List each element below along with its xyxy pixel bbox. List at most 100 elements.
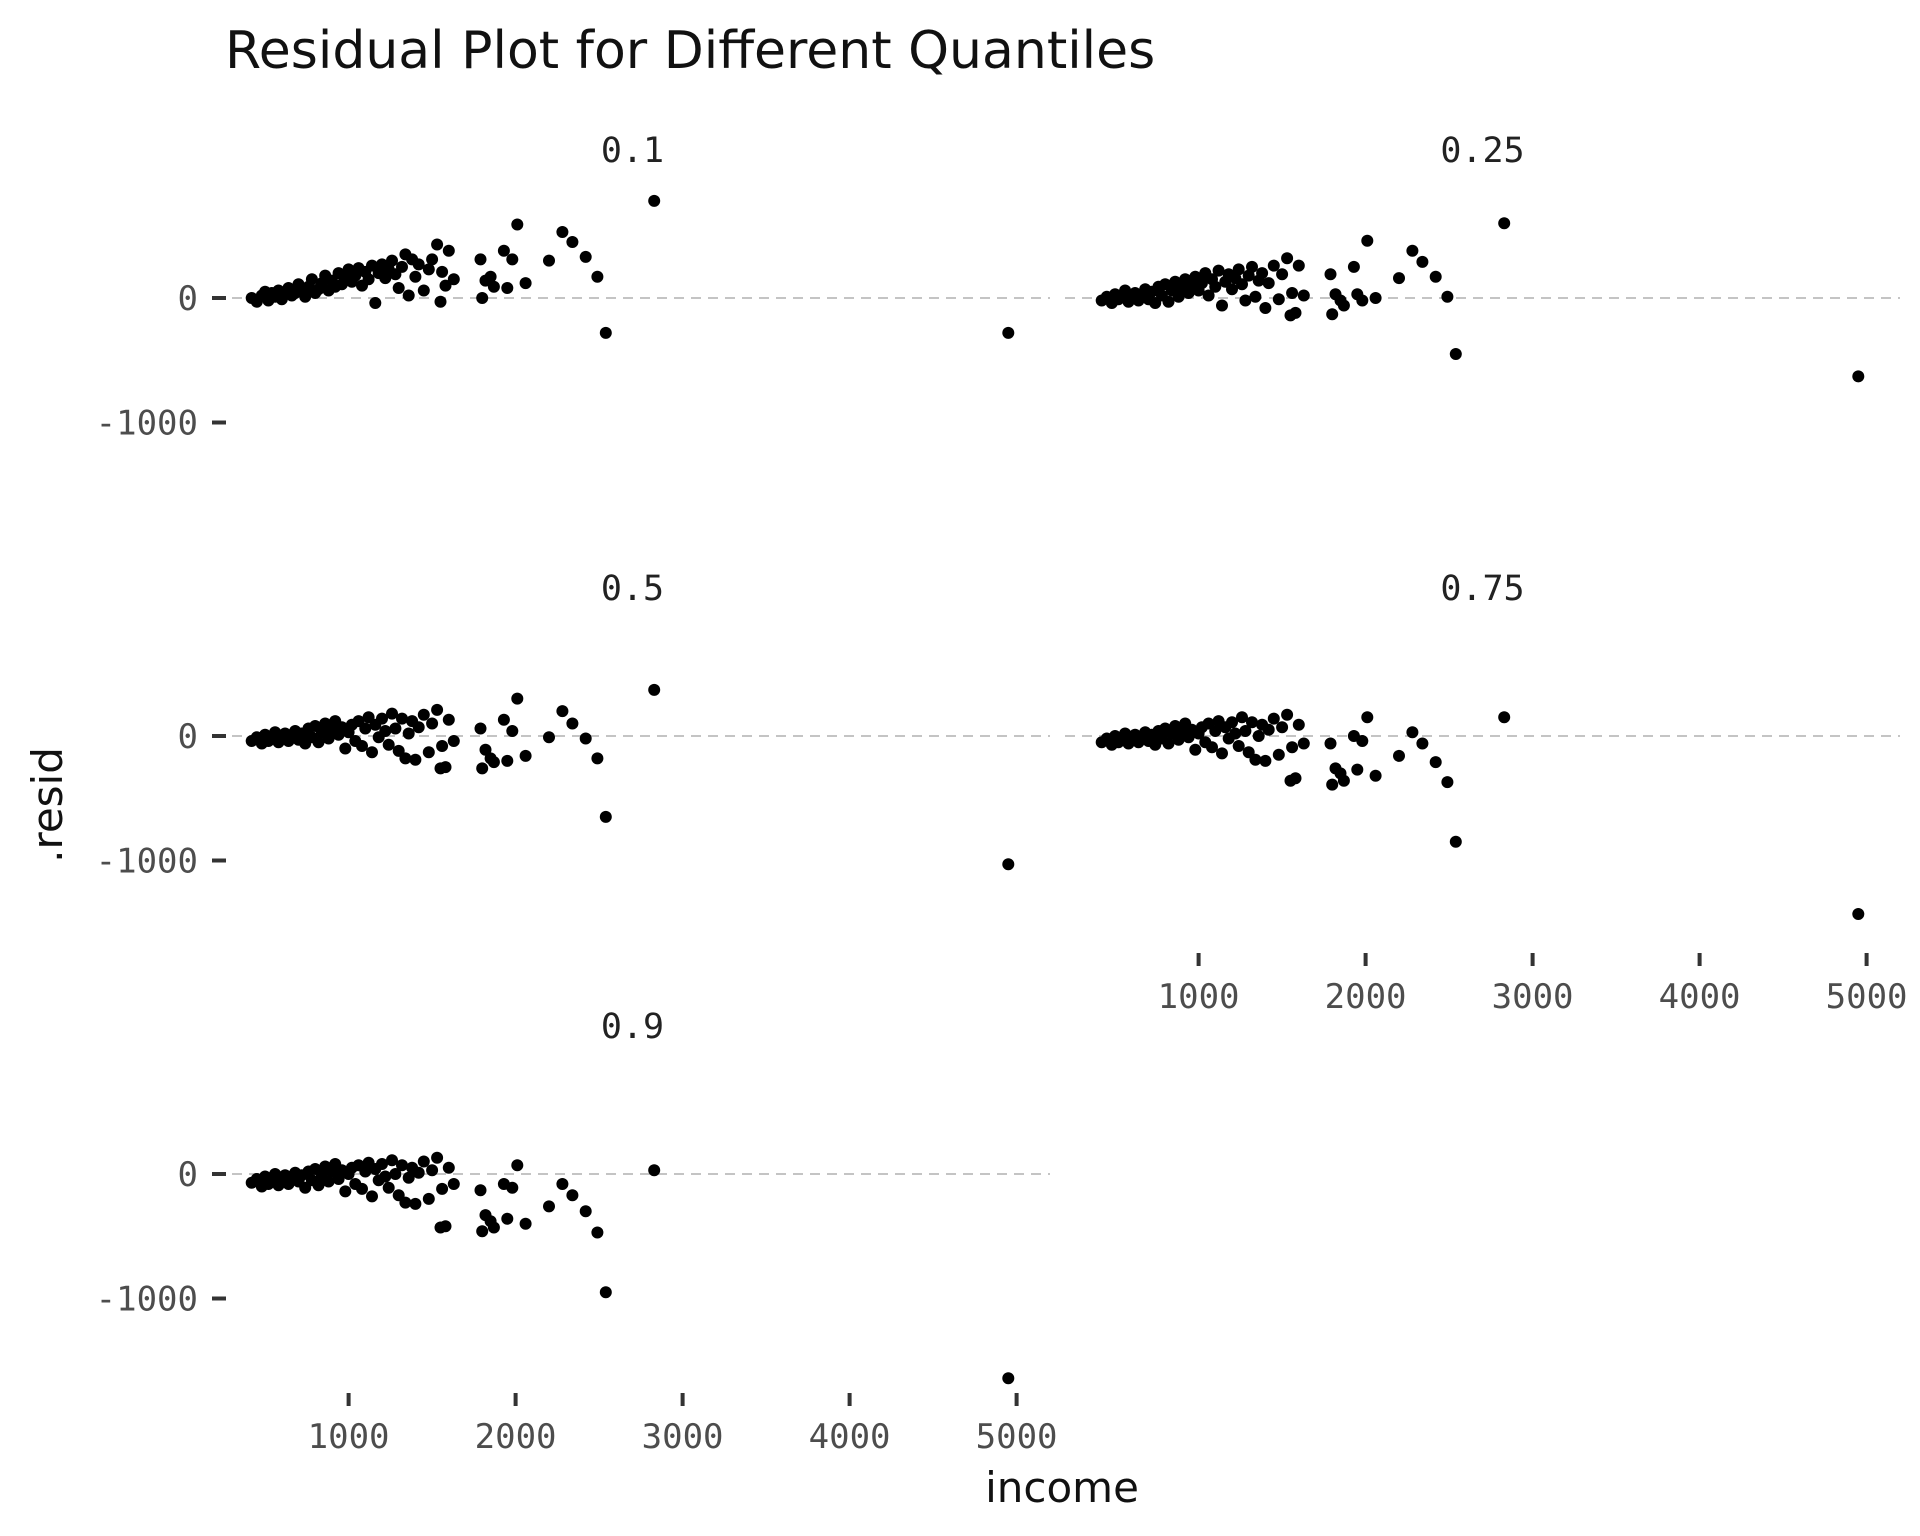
data-point [497, 713, 510, 726]
data-point [591, 270, 604, 283]
data-point [376, 1158, 388, 1170]
data-point [1216, 747, 1228, 760]
data-point [417, 1155, 430, 1168]
data-point [1272, 748, 1285, 761]
data-point [382, 1181, 395, 1194]
data-point [431, 1151, 444, 1164]
data-point [422, 1192, 435, 1205]
data-point [312, 736, 325, 749]
data-point [599, 326, 612, 339]
data-point [386, 707, 398, 720]
data-point [422, 263, 435, 276]
x-tick-label: 2000 [475, 1417, 557, 1457]
data-point [1002, 858, 1015, 871]
data-point [1232, 740, 1245, 752]
data-point [442, 244, 455, 257]
data-point [543, 731, 555, 744]
data-point [376, 712, 388, 725]
y-tick-label: -1000 [96, 1280, 198, 1320]
data-point [474, 253, 487, 266]
data-point [1249, 753, 1262, 766]
data-point [1498, 217, 1511, 230]
data-point [389, 1168, 402, 1180]
data-point [1449, 348, 1462, 360]
data-point [599, 810, 612, 823]
data-point [1276, 721, 1289, 734]
data-point [1449, 835, 1462, 848]
facet-panels: 0.1 0 -1000 0.25 0.5 0 -1000 0.75 1000 2000 3000 40… [96, 131, 1908, 1457]
data-point [566, 236, 579, 248]
data-point [556, 1178, 569, 1190]
data-point [1267, 712, 1280, 725]
data-point [1297, 737, 1310, 750]
data-point [1252, 730, 1265, 742]
data-point [1347, 260, 1360, 273]
facet-strip-label: 0.75 [1440, 569, 1524, 609]
data-point [1232, 263, 1245, 276]
data-point [511, 692, 524, 705]
data-point [1209, 725, 1222, 737]
data-point [519, 749, 532, 762]
data-point [436, 1182, 449, 1195]
data-point [1262, 277, 1275, 290]
data-point [339, 742, 352, 755]
data-point [1281, 708, 1294, 721]
data-point [1246, 260, 1258, 273]
data-point [487, 756, 500, 769]
data-point [356, 740, 368, 752]
data-point [1226, 283, 1238, 296]
data-point [1246, 716, 1258, 729]
data-point [1356, 294, 1369, 307]
data-point [442, 1161, 455, 1174]
data-point [1292, 259, 1305, 272]
data-point [1195, 277, 1208, 290]
data-point [366, 1190, 378, 1203]
data-point [1429, 756, 1442, 769]
data-point [402, 1171, 415, 1184]
data-point [476, 292, 489, 304]
y-tick-label: 0 [178, 717, 198, 757]
data-point [474, 1184, 487, 1197]
data-point [1002, 1372, 1015, 1385]
data-point [1162, 737, 1175, 750]
chart-title: Residual Plot for Different Quantiles [225, 21, 1155, 81]
data-point [566, 1189, 579, 1202]
data-point [359, 722, 372, 735]
data-point [412, 1166, 425, 1179]
facet-strip-label: 0.25 [1440, 131, 1524, 171]
data-point [1337, 774, 1350, 787]
data-point [409, 270, 422, 283]
x-axis-title: income [985, 1463, 1139, 1512]
data-point [1002, 326, 1015, 339]
data-point [386, 1154, 398, 1167]
data-point [506, 1181, 519, 1194]
data-point [409, 1197, 422, 1210]
data-point [1369, 292, 1382, 304]
data-point [519, 277, 532, 290]
data-point [1292, 718, 1305, 731]
data-point [1361, 711, 1374, 724]
data-point [476, 762, 489, 775]
data-point [1416, 737, 1429, 750]
data-point [362, 273, 375, 286]
x-tick-label: 3000 [642, 1417, 724, 1457]
data-point [1249, 290, 1262, 303]
data-point [648, 194, 661, 207]
facet-strip-label: 0.9 [601, 1007, 664, 1047]
data-point [1267, 259, 1280, 272]
facet-panel: 0.1 0 -1000 [96, 131, 1050, 444]
x-tick-label: 4000 [1659, 977, 1741, 1017]
data-point [366, 746, 378, 759]
data-point [439, 279, 452, 292]
data-point [511, 218, 524, 231]
facet-panel: 0.75 1000 2000 3000 4000 5000 [1065, 569, 1908, 1017]
data-point [436, 265, 449, 278]
data-point [389, 722, 402, 735]
data-point [379, 1170, 392, 1183]
data-point [579, 732, 592, 745]
data-point [1498, 711, 1511, 724]
data-point [1441, 290, 1454, 303]
data-point [506, 253, 519, 266]
y-axis-title: .resid [23, 747, 72, 863]
data-point [1239, 725, 1252, 737]
